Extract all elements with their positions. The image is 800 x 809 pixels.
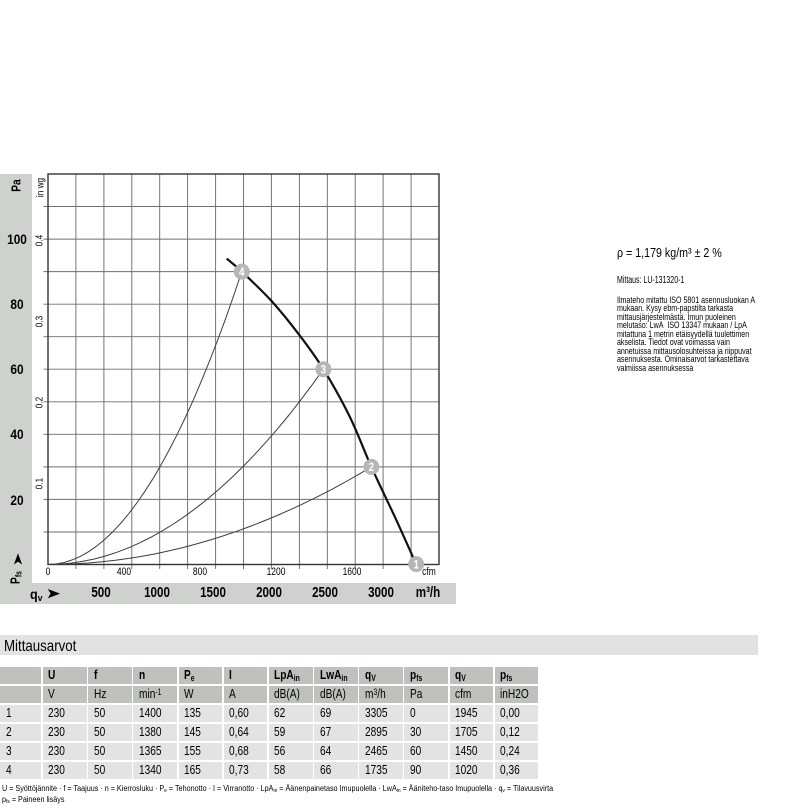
svg-text:4: 4 bbox=[239, 266, 245, 279]
svg-text:1: 1 bbox=[413, 558, 418, 571]
svg-text:2: 2 bbox=[369, 461, 374, 474]
svg-text:3: 3 bbox=[321, 364, 326, 377]
